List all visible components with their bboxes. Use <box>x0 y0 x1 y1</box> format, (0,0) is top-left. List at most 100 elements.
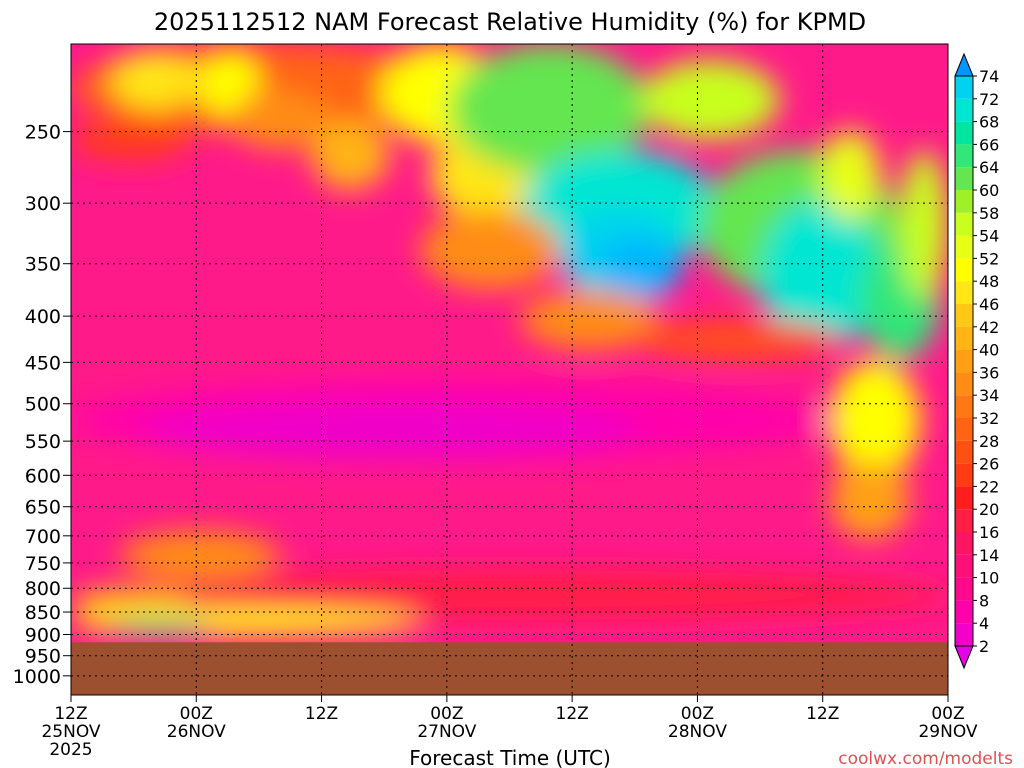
y-tick-label: 450 <box>25 352 61 374</box>
colorbar-swatch <box>955 144 973 168</box>
colorbar-swatch <box>955 372 973 396</box>
colorbar-label: 58 <box>979 204 999 223</box>
x-tick-label: 12Z <box>806 704 839 724</box>
colorbar-swatch <box>955 190 973 213</box>
colorbar-label: 66 <box>979 135 999 154</box>
humidity-region <box>110 50 200 110</box>
y-tick-label: 650 <box>25 497 61 519</box>
colorbar-swatch <box>955 326 973 350</box>
colorbar-label: 72 <box>979 90 999 109</box>
colorbar-swatch <box>955 486 973 510</box>
colorbar-swatch <box>955 600 973 624</box>
colorbar-swatch <box>955 121 973 145</box>
y-tick-label: 350 <box>25 254 61 276</box>
colorbar-swatch <box>955 554 973 578</box>
colorbar-swatch <box>955 258 973 282</box>
grid-lines <box>71 44 948 695</box>
humidity-region <box>830 460 910 540</box>
humidity-region <box>140 400 640 460</box>
humidity-region <box>420 210 560 290</box>
y-tick-label: 400 <box>25 306 61 328</box>
chart-title: 2025112512 NAM Forecast Relative Humidit… <box>154 8 866 36</box>
humidity-region <box>830 360 920 480</box>
colorbar-swatch <box>955 440 973 464</box>
colorbar-label: 42 <box>979 318 999 337</box>
humidity-region <box>640 320 840 360</box>
colorbar-swatch <box>955 167 973 190</box>
humidity-region <box>310 120 390 190</box>
x-tick-label: 00Z <box>681 704 714 724</box>
colorbar-label: 74 <box>979 67 999 86</box>
colorbar-label: 16 <box>979 523 999 542</box>
colorbar-label: 46 <box>979 295 999 314</box>
colorbar-swatch <box>955 509 973 532</box>
y-tick-label: 1000 <box>13 666 61 688</box>
x-tick-date: 26NOV <box>167 722 226 742</box>
y-tick-label: 600 <box>25 465 61 487</box>
plot-frame <box>70 43 949 696</box>
colorbar-label: 28 <box>979 432 999 451</box>
x-tick-date: 25NOV <box>41 722 100 742</box>
humidity-region <box>450 44 650 174</box>
colorbar-label: 4 <box>979 614 989 633</box>
y-tick-label: 500 <box>25 394 61 416</box>
humidity-region <box>900 150 948 300</box>
humidity-region <box>520 290 660 350</box>
colorbar-swatch <box>955 532 973 555</box>
colorbar-label: 20 <box>979 500 999 519</box>
colorbar-swatch <box>955 212 973 236</box>
colorbar-label: 60 <box>979 181 999 200</box>
humidity-region <box>820 130 880 220</box>
colorbar-swatch <box>955 76 973 99</box>
humidity-region <box>760 200 880 350</box>
x-tick-label: 12Z <box>305 704 338 724</box>
colorbar-label: 8 <box>979 591 989 610</box>
y-tick-label: 300 <box>25 193 61 215</box>
colorbar-swatch <box>955 349 973 373</box>
y-tick-label: 800 <box>25 578 61 600</box>
x-tick-label: 00Z <box>931 704 964 724</box>
x-tick-date: 29NOV <box>918 722 977 742</box>
y-tick-label: 850 <box>25 602 61 624</box>
colorbar-label: 2 <box>979 637 989 656</box>
humidity-region <box>230 90 330 150</box>
colorbar-label: 40 <box>979 341 999 360</box>
colorbar-swatch <box>955 577 973 601</box>
colorbar-label: 34 <box>979 386 999 405</box>
humidity-region <box>110 620 210 635</box>
y-tick-label: 250 <box>25 122 61 144</box>
humidity-region <box>600 240 680 300</box>
colorbar-swatch <box>955 418 973 441</box>
humidity-region <box>640 60 780 140</box>
colorbar-label: 52 <box>979 249 999 268</box>
colorbar-label: 14 <box>979 546 999 565</box>
colorbar-under-arrow <box>954 645 974 670</box>
x-tick-label: 00Z <box>180 704 213 724</box>
y-tick-label: 700 <box>25 526 61 548</box>
colorbar: 2481014162022262832343640424648525458606… <box>954 52 999 670</box>
colorbar-label: 68 <box>979 113 999 132</box>
plot-area <box>71 44 948 695</box>
colorbar-swatch <box>955 98 973 122</box>
x-tick-label: 12Z <box>54 704 87 724</box>
colorbar-swatch <box>955 395 973 418</box>
x-tick-year: 2025 <box>49 740 92 760</box>
colorbar-label: 26 <box>979 455 999 474</box>
y-tick-label: 900 <box>25 624 61 646</box>
x-axis-label: Forecast Time (UTC) <box>409 746 611 768</box>
x-tick-label: 00Z <box>430 704 463 724</box>
colorbar-swatch <box>955 235 973 259</box>
colorbar-frame <box>954 75 974 647</box>
colorbar-swatch <box>955 281 973 304</box>
humidity-field <box>71 44 948 635</box>
colorbar-swatch <box>955 304 973 327</box>
colorbar-label: 54 <box>979 227 999 246</box>
x-tick-date: 27NOV <box>417 722 476 742</box>
colorbar-swatch <box>955 463 973 487</box>
humidity-region <box>71 570 948 620</box>
y-tick-label: 750 <box>25 553 61 575</box>
x-tick-label: 12Z <box>556 704 589 724</box>
y-axis: 2503003504004505005506006507007508008509… <box>13 122 71 688</box>
y-tick-label: 950 <box>25 646 61 668</box>
